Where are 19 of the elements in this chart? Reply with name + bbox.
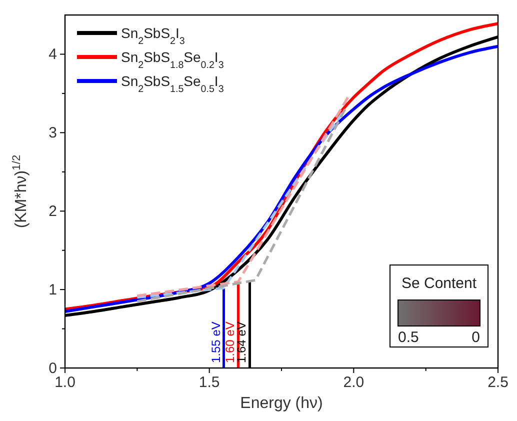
y-tick-label: 0 <box>48 360 57 377</box>
x-tick-label: 1.0 <box>54 374 76 391</box>
legend-label: Sn$_{2}$SbS$_{1.8}$Se$_{0.2}$I$_{3}$ <box>121 49 224 70</box>
x-axis-title: Energy (hν) <box>240 395 323 412</box>
y-tick-label: 1 <box>48 282 57 299</box>
x-tick-label: 2.0 <box>343 374 364 391</box>
y-tick-label: 4 <box>48 46 57 64</box>
x-tick-label: 2.5 <box>488 374 508 391</box>
legend-label: Sn$_{2}$SbS$_{2}$I$_{3}$ <box>121 25 186 46</box>
annotation: 1.60 eV <box>223 322 238 363</box>
annotation: 0 <box>472 329 480 346</box>
annotation: 1.64 eV <box>234 322 249 363</box>
legend-label: Sn$_{2}$SbS$_{1.5}$Se$_{0.5}$I$_{3}$ <box>121 73 224 94</box>
annotation: 0.5 <box>398 329 419 346</box>
x-tick-label: 1.5 <box>198 374 220 391</box>
y-tick-label: 2 <box>48 203 57 220</box>
y-tick-label: 3 <box>48 124 57 142</box>
annotation: 1.55 eV <box>208 322 223 363</box>
annotation: Se Content <box>401 275 478 292</box>
